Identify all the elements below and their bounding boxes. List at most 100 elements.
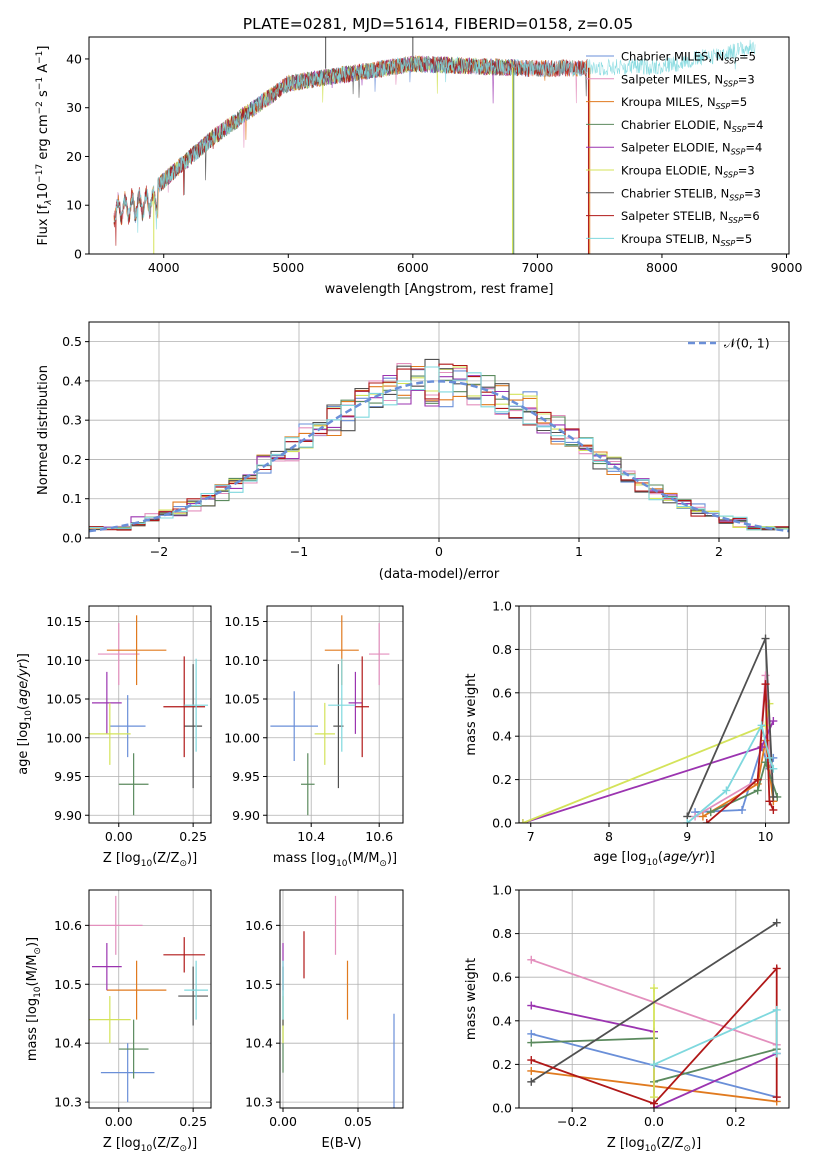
- tick-label-y: 0.2: [492, 772, 512, 787]
- tick-label-y: 0.4: [62, 373, 82, 388]
- histogram-step: [89, 365, 789, 530]
- tick-label-y: 10.00: [46, 730, 82, 745]
- histogram-lines: [89, 358, 789, 533]
- tick-label-y: 1.0: [492, 599, 512, 614]
- tick-label-y: 0.6: [492, 970, 512, 985]
- tick-label-y: 0.6: [492, 685, 512, 700]
- tick-label-y: 10.4: [245, 1036, 273, 1051]
- tick-label-x: 8000: [646, 260, 678, 275]
- age_vs_Z-axes: 0.00 0.25 9.90 9.95 10.00 10.05 10.10 10.15 Z [l…: [16, 605, 212, 869]
- spectrum-line: [113, 55, 588, 225]
- y-axis-label: mass [log10(M/M⊙)]: [25, 937, 43, 1061]
- tick-label-y: 0.8: [492, 926, 512, 941]
- legend-entry: Salpeter ELODIE, NSSP=4: [621, 141, 762, 157]
- legend-entry: Chabrier ELODIE, NSSP=4: [621, 118, 763, 134]
- series-line: [522, 703, 771, 823]
- spectrum-axes: 4000 5000 6000 7000 8000 9000 0 10 20 30 40 wavelen…: [35, 36, 803, 297]
- histogram-step: [89, 374, 789, 530]
- tick-label-y: 9.95: [54, 769, 82, 784]
- tick-label-y: 10: [66, 198, 82, 213]
- tick-label-x: 2: [715, 544, 723, 559]
- figure-title: PLATE=0281, MJD=51614, FIBERID=0158, z=0…: [243, 15, 633, 33]
- tick-label-y: 10.3: [245, 1095, 273, 1110]
- tick-label-y: 10.3: [54, 1095, 82, 1110]
- tick-label-y: 40: [66, 51, 82, 66]
- age_vs_mass-axes: 10.4 10.6 9.90 9.95 10.00 10.05 10.10 10.15 mass…: [224, 605, 404, 869]
- axes-frame: [88, 605, 212, 824]
- tick-label-y: 10.4: [54, 1036, 82, 1051]
- tick-label-y: 10.5: [245, 977, 273, 992]
- tick-label-y: 0.4: [492, 1013, 512, 1028]
- tick-label-x: 10: [758, 829, 774, 844]
- tick-label-y: 10.10: [224, 653, 260, 668]
- tick-label-x: 9000: [771, 260, 803, 275]
- tick-label-x: 0.25: [179, 829, 207, 844]
- tick-label-y: 0.1: [62, 491, 82, 506]
- tick-label-x: 10.4: [297, 829, 325, 844]
- axes-frame: [518, 889, 790, 1109]
- tick-label-y: 10.15: [224, 614, 260, 629]
- x-axis-label: Z [log10(Z/Z⊙)]: [607, 1136, 701, 1154]
- legend-entry: Kroupa ELODIE, NSSP=3: [621, 164, 755, 180]
- weight_vs_age-lines: [519, 634, 782, 823]
- spectrum-line: [113, 55, 588, 226]
- tick-label-y: 0.0: [62, 531, 82, 546]
- tick-label-y: 9.90: [54, 808, 82, 823]
- tick-label-y: 0.2: [492, 1057, 512, 1072]
- tick-label-y: 10.00: [224, 730, 260, 745]
- axes-frame: [88, 36, 790, 255]
- x-axis-label: mass [log10(M/M⊙)]: [273, 851, 397, 869]
- tick-label-y: 10.6: [54, 918, 82, 933]
- tick-label-x: 0: [435, 544, 443, 559]
- tick-label-x: −2: [150, 544, 168, 559]
- tick-label-y: 0.0: [492, 1101, 512, 1116]
- tick-label-y: 0.8: [492, 642, 512, 657]
- tick-label-y: 10.5: [54, 977, 82, 992]
- tick-label-x: 5000: [272, 260, 304, 275]
- spectrum-line: [113, 55, 588, 246]
- x-axis-label: age [log10(age/yr)]: [593, 850, 715, 868]
- tick-label-x: 7: [527, 829, 535, 844]
- tick-label-x: 10.6: [365, 829, 393, 844]
- tick-label-y: 10.6: [245, 918, 273, 933]
- spectrum-line: [113, 55, 588, 224]
- mass_vs_Z-points: [89, 895, 209, 1103]
- legend-entry: Salpeter MILES, NSSP=3: [621, 72, 755, 88]
- legend-entry: 𝒩(0, 1): [724, 336, 770, 351]
- axes-frame: [279, 889, 404, 1109]
- y-axis-label: mass weight: [464, 958, 479, 1040]
- axes-frame: [88, 321, 790, 539]
- weight_vs_age-axes: 7 8 9 10 0.0 0.2 0.4 0.6 0.8 1.0 mass weight age [l…: [464, 599, 790, 868]
- tick-label-y: 10.15: [46, 614, 82, 629]
- legend-entry: Kroupa MILES, NSSP=5: [621, 95, 747, 111]
- axes-frame: [518, 605, 790, 824]
- tick-label-x: 6000: [397, 260, 429, 275]
- age_vs_Z-points: [89, 615, 209, 816]
- tick-label-x: 0.05: [344, 1114, 372, 1129]
- legend-entry: Kroupa STELIB, NSSP=5: [621, 232, 752, 248]
- tick-label-y: 10.05: [224, 692, 260, 707]
- tick-label-y: 0.2: [62, 452, 82, 467]
- tick-label-y: 0.3: [62, 413, 82, 428]
- tick-label-y: 10.10: [46, 653, 82, 668]
- x-axis-label: wavelength [Angstrom, rest frame]: [325, 282, 554, 297]
- tick-label-x: 0.0: [644, 1114, 664, 1129]
- tick-label-x: 0.00: [105, 829, 133, 844]
- y-axis-label: Flux [fλ10−17 erg cm−2 s−1 A−1]: [35, 46, 54, 246]
- x-axis-label: Z [log10(Z/Z⊙)]: [103, 1136, 197, 1154]
- tick-label-y: 0.4: [492, 729, 512, 744]
- normal-curve: [89, 380, 789, 533]
- legend-entry: Salpeter STELIB, NSSP=6: [621, 209, 760, 225]
- tick-label-x: 8: [605, 829, 613, 844]
- tick-label-y: 0: [74, 247, 82, 262]
- tick-label-y: 30: [66, 100, 82, 115]
- y-axis-label: Normed distribution: [36, 365, 51, 495]
- tick-label-x: 9: [683, 829, 691, 844]
- x-axis-label: (data-model)/error: [379, 567, 500, 582]
- mass_vs_Z-axes: 0.00 0.25 10.3 10.4 10.5 10.6 Z [log10(Z/Z⊙)] m…: [25, 889, 212, 1154]
- tick-label-y: 9.95: [232, 769, 260, 784]
- legend-entry: Chabrier STELIB, NSSP=3: [621, 186, 761, 202]
- x-axis-label: E(B-V): [321, 1136, 361, 1151]
- tick-label-x: 7000: [521, 260, 553, 275]
